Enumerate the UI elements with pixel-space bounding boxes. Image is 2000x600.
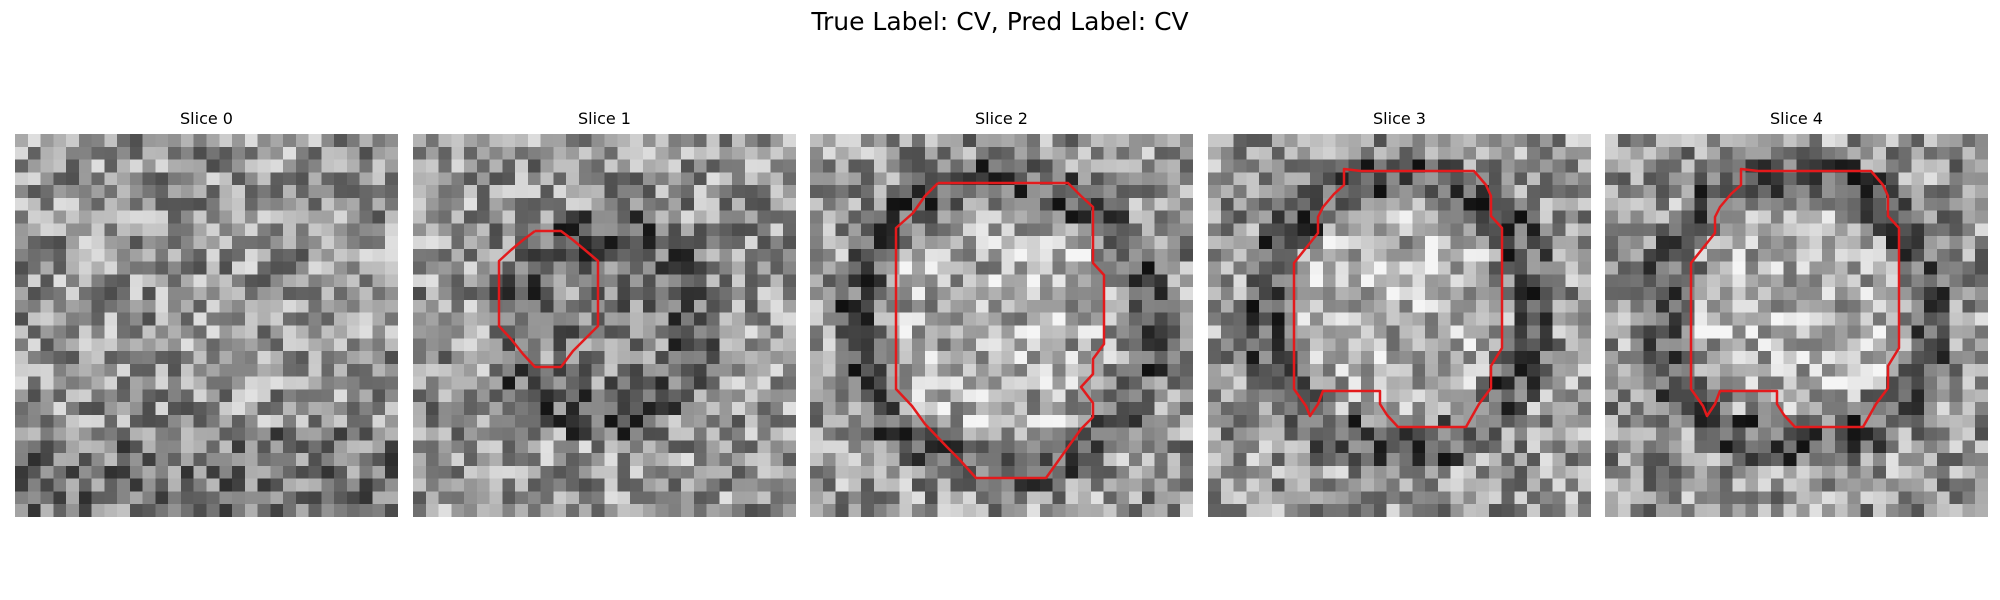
segmentation-overlay bbox=[1292, 167, 1504, 429]
segmentation-contour bbox=[894, 181, 1106, 480]
slice-image-2 bbox=[810, 134, 1193, 517]
ct-slice-pixels bbox=[1208, 134, 1591, 517]
slice-title-2: Slice 2 bbox=[975, 109, 1028, 128]
segmentation-overlay bbox=[894, 181, 1106, 480]
segmentation-contour bbox=[1292, 167, 1504, 429]
slice-title-1: Slice 1 bbox=[578, 109, 631, 128]
ct-slice-pixels bbox=[1605, 134, 1988, 517]
slice-image-4 bbox=[1605, 134, 1988, 517]
ct-slice-pixels bbox=[413, 134, 796, 517]
slice-title-4: Slice 4 bbox=[1770, 109, 1823, 128]
ct-slice-pixels bbox=[810, 134, 1193, 517]
slice-title-0: Slice 0 bbox=[180, 109, 233, 128]
slice-image-0 bbox=[15, 134, 398, 517]
figure-title: True Label: CV, Pred Label: CV bbox=[811, 7, 1189, 36]
ct-slice-pixels bbox=[15, 134, 398, 517]
segmentation-contour bbox=[1689, 167, 1901, 429]
slice-image-1 bbox=[413, 134, 796, 517]
slice-title-3: Slice 3 bbox=[1373, 109, 1426, 128]
segmentation-contour bbox=[497, 229, 600, 369]
slice-image-3 bbox=[1208, 134, 1591, 517]
segmentation-overlay bbox=[497, 229, 600, 369]
segmentation-overlay bbox=[1689, 167, 1901, 429]
